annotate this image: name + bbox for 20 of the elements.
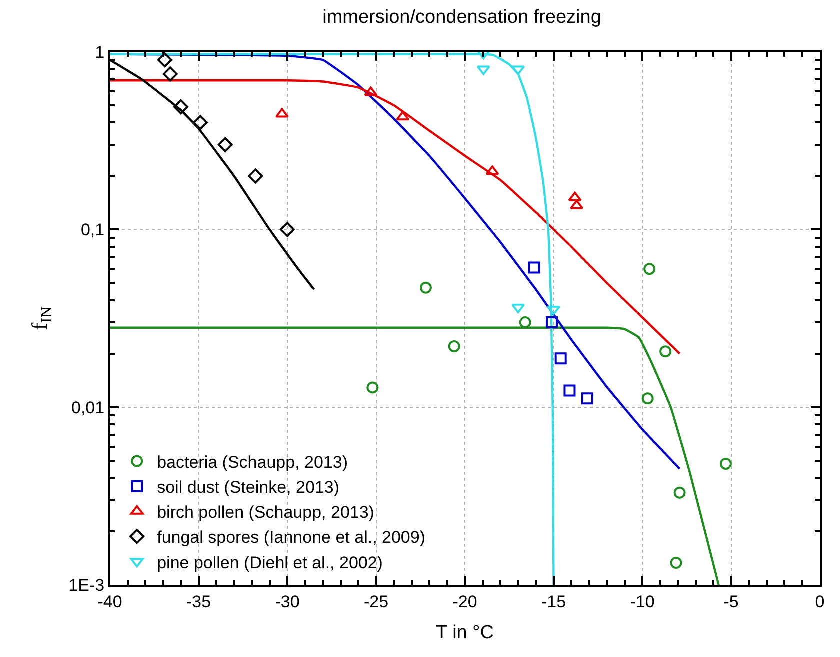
legend-label: bacteria (Schaupp, 2013)	[157, 452, 348, 472]
x-tick-label: -10	[630, 592, 655, 612]
x-tick-label: -25	[364, 592, 389, 612]
legend-label: pine pollen (Diehl et al., 2002)	[157, 553, 383, 572]
legend-label: fungal spores (Iannone et al., 2009)	[157, 528, 426, 548]
x-axis-title: T in °C	[436, 622, 494, 644]
chart-title: immersion/condensation freezing	[322, 7, 602, 28]
y-tick-label: 0,01	[72, 398, 105, 418]
x-tick-label: -40	[98, 592, 122, 612]
y-tick-label: 1E-3	[68, 576, 105, 595]
legend-label: soil dust (Steinke, 2013)	[157, 478, 340, 497]
y-tick-label: 1	[95, 42, 105, 62]
x-tick-label: -35	[186, 592, 212, 612]
x-tick-label: 0	[815, 592, 825, 612]
x-tick-label: -30	[275, 592, 300, 612]
y-tick-label: 0,1	[80, 220, 105, 240]
x-tick-label: -5	[724, 592, 739, 612]
x-tick-label: -20	[452, 592, 478, 612]
x-tick-label: -15	[541, 592, 566, 612]
legend-label: birch pollen (Schaupp, 2013)	[157, 503, 374, 522]
